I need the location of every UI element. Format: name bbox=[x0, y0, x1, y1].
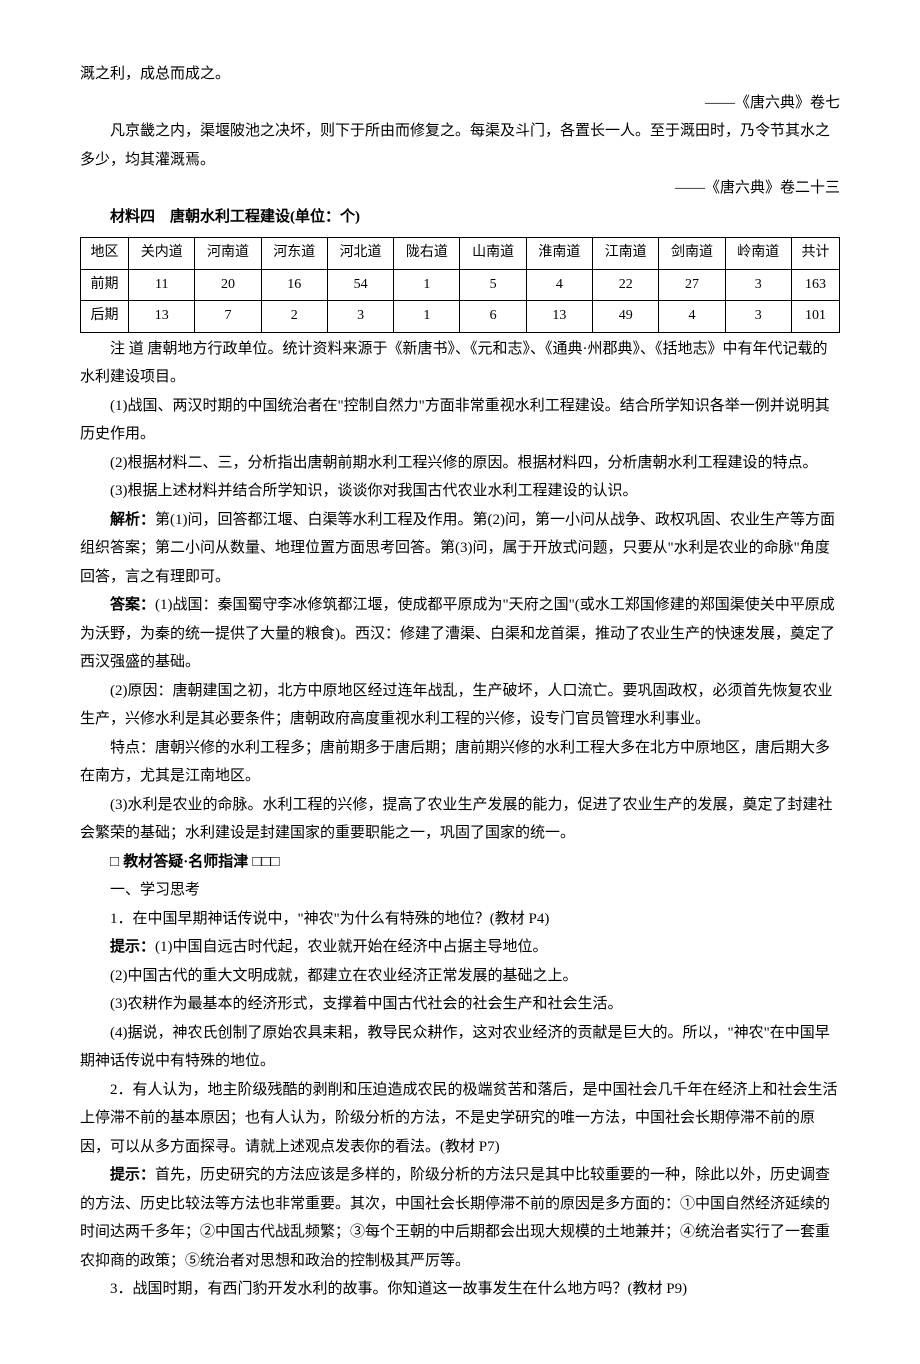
table-row: 前期 11 20 16 54 1 5 4 22 27 3 163 bbox=[81, 269, 840, 301]
answer: 答案：(1)战国：秦国蜀守李冰修筑都江堰，使成都平原成为"天府之国"(或水工郑国… bbox=[80, 591, 840, 677]
td: 3 bbox=[725, 301, 791, 333]
th: 共计 bbox=[791, 238, 839, 270]
material-heading: 材料四 唐朝水利工程建设(单位：个) bbox=[80, 203, 840, 232]
citation: ——《唐六典》卷二十三 bbox=[80, 174, 840, 203]
td: 1 bbox=[394, 301, 460, 333]
th: 河北道 bbox=[327, 238, 393, 270]
th: 岭南道 bbox=[725, 238, 791, 270]
td: 54 bbox=[327, 269, 393, 301]
td: 6 bbox=[460, 301, 526, 333]
hint-text: (2)中国古代的重大文明成就，都建立在农业经济正常发展的基础之上。 bbox=[80, 962, 840, 991]
section-heading: □ 教材答疑·名师指津 □□□ bbox=[80, 848, 840, 877]
label-analysis: 解析： bbox=[110, 512, 155, 528]
td: 20 bbox=[195, 269, 261, 301]
analysis: 解析：第(1)问，回答都江堰、白渠等水利工程及作用。第(2)问，第一小问从战争、… bbox=[80, 506, 840, 592]
table-note: 注 道 唐朝地方行政单位。统计资料来源于《新唐书》、《元和志》、《通典·州郡典》… bbox=[80, 335, 840, 392]
td: 13 bbox=[129, 301, 195, 333]
question: 1．在中国早期神话传说中，"神农"为什么有特殊的地位？(教材 P4) bbox=[80, 905, 840, 934]
td: 16 bbox=[261, 269, 327, 301]
td: 前期 bbox=[81, 269, 129, 301]
label-answer: 答案： bbox=[110, 597, 155, 613]
th: 剑南道 bbox=[659, 238, 725, 270]
hint-text: (3)农耕作为最基本的经济形式，支撑着中国古代社会的社会生产和社会生活。 bbox=[80, 990, 840, 1019]
question: 3．战国时期，有西门豹开发水利的故事。你知道这一故事发生在什么地方吗？(教材 P… bbox=[80, 1275, 840, 1304]
paragraph: 凡京畿之内，渠堰陂池之决坏，则下于所由而修复之。每渠及斗门，各置长一人。至于溉田… bbox=[80, 117, 840, 174]
td: 49 bbox=[593, 301, 659, 333]
answer-text: (1)战国：秦国蜀守李冰修筑都江堰，使成都平原成为"天府之国"(或水工郑国修建的… bbox=[80, 597, 835, 670]
td: 22 bbox=[593, 269, 659, 301]
hint: 提示：首先，历史研究的方法应该是多样的，阶级分析的方法只是其中比较重要的一种，除… bbox=[80, 1161, 840, 1275]
th: 关内道 bbox=[129, 238, 195, 270]
data-table: 地区 关内道 河南道 河东道 河北道 陇右道 山南道 淮南道 江南道 剑南道 岭… bbox=[80, 237, 840, 333]
answer: (3)水利是农业的命脉。水利工程的兴修，提高了农业生产发展的能力，促进了农业生产… bbox=[80, 791, 840, 848]
th: 山南道 bbox=[460, 238, 526, 270]
td: 7 bbox=[195, 301, 261, 333]
th: 河南道 bbox=[195, 238, 261, 270]
label-hint: 提示： bbox=[110, 939, 155, 955]
answer: 特点：唐朝兴修的水利工程多；唐前期多于唐后期；唐前期兴修的水利工程大多在北方中原… bbox=[80, 734, 840, 791]
td: 101 bbox=[791, 301, 839, 333]
subheading: 一、学习思考 bbox=[80, 876, 840, 905]
section-title: 教材答疑·名师指津 bbox=[123, 854, 248, 870]
table-header-row: 地区 关内道 河南道 河东道 河北道 陇右道 山南道 淮南道 江南道 剑南道 岭… bbox=[81, 238, 840, 270]
td: 4 bbox=[526, 269, 592, 301]
td: 3 bbox=[327, 301, 393, 333]
square-icon: □□□ bbox=[248, 853, 279, 870]
th: 淮南道 bbox=[526, 238, 592, 270]
question: 2．有人认为，地主阶级残酷的剥削和压迫造成农民的极端贫苦和落后，是中国社会几千年… bbox=[80, 1076, 840, 1162]
td: 13 bbox=[526, 301, 592, 333]
analysis-text: 第(1)问，回答都江堰、白渠等水利工程及作用。第(2)问，第一小问从战争、政权巩… bbox=[80, 512, 835, 585]
hint: 提示：(1)中国自远古时代起，农业就开始在经济中占据主导地位。 bbox=[80, 933, 840, 962]
th: 江南道 bbox=[593, 238, 659, 270]
td: 3 bbox=[725, 269, 791, 301]
td: 1 bbox=[394, 269, 460, 301]
question: (1)战国、两汉时期的中国统治者在"控制自然力"方面非常重视水利工程建设。结合所… bbox=[80, 392, 840, 449]
question: (2)根据材料二、三，分析指出唐朝前期水利工程兴修的原因。根据材料四，分析唐朝水… bbox=[80, 449, 840, 478]
square-icon: □ bbox=[110, 853, 123, 870]
td: 27 bbox=[659, 269, 725, 301]
td: 163 bbox=[791, 269, 839, 301]
question: (3)根据上述材料并结合所学知识，谈谈你对我国古代农业水利工程建设的认识。 bbox=[80, 477, 840, 506]
td: 4 bbox=[659, 301, 725, 333]
answer: (2)原因：唐朝建国之初，北方中原地区经过连年战乱，生产破坏，人口流亡。要巩固政… bbox=[80, 677, 840, 734]
td: 11 bbox=[129, 269, 195, 301]
td: 后期 bbox=[81, 301, 129, 333]
table-row: 后期 13 7 2 3 1 6 13 49 4 3 101 bbox=[81, 301, 840, 333]
th: 陇右道 bbox=[394, 238, 460, 270]
hint-text: (4)据说，神农氏创制了原始农具耒耜，教导民众耕作，这对农业经济的贡献是巨大的。… bbox=[80, 1019, 840, 1076]
th: 河东道 bbox=[261, 238, 327, 270]
citation: ——《唐六典》卷七 bbox=[80, 89, 840, 118]
td: 2 bbox=[261, 301, 327, 333]
th: 地区 bbox=[81, 238, 129, 270]
paragraph: 溉之利，成总而成之。 bbox=[80, 60, 840, 89]
hint-text: 首先，历史研究的方法应该是多样的，阶级分析的方法只是其中比较重要的一种，除此以外… bbox=[80, 1167, 830, 1269]
hint-text: (1)中国自远古时代起，农业就开始在经济中占据主导地位。 bbox=[155, 939, 548, 955]
td: 5 bbox=[460, 269, 526, 301]
label-hint: 提示： bbox=[110, 1167, 155, 1183]
